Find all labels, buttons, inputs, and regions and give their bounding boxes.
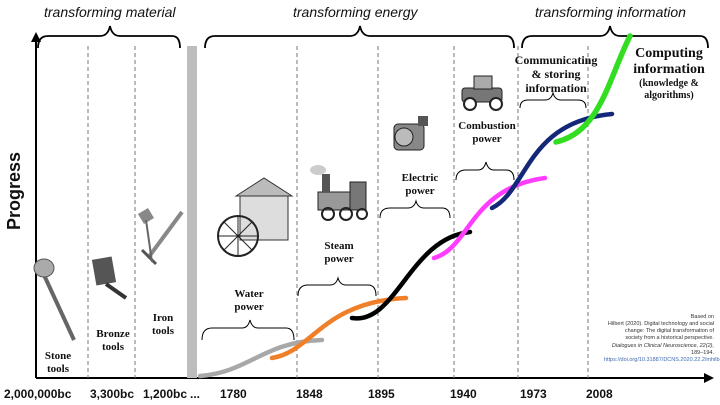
curve-water xyxy=(197,337,325,379)
era-label-iron: Iron tools xyxy=(146,312,180,337)
era-steam-line2: power xyxy=(324,252,354,265)
era-label-water: Water power xyxy=(226,288,272,313)
phase-label-information: transforming information xyxy=(535,4,686,20)
phase-braces xyxy=(37,25,709,49)
era-iron-line1: Iron xyxy=(152,312,174,324)
bronze-tool-icon xyxy=(91,256,128,300)
era-water-line1: Water xyxy=(234,288,264,300)
era-electric-line1: Electric xyxy=(401,172,439,184)
era-label-stone: Stone tools xyxy=(40,350,76,375)
vintage-car-icon xyxy=(461,75,503,111)
x-tick-label: 1848 xyxy=(296,387,323,401)
era-stone-line2: tools xyxy=(47,362,69,375)
x-tick-label: 2008 xyxy=(586,387,613,401)
era-separators xyxy=(87,46,589,378)
curve-computing xyxy=(553,33,633,145)
y-axis-arrow xyxy=(31,32,41,42)
era-communicating-line1: Communicating xyxy=(514,53,598,67)
era-communicating-line2: & storing xyxy=(531,66,581,81)
water-wheel-icon xyxy=(217,177,294,257)
curve-electric xyxy=(349,229,473,321)
era-combustion-line1: Combustion xyxy=(458,120,516,132)
electric-dynamo-icon xyxy=(393,116,428,151)
era-label-steam: Steam power xyxy=(316,240,362,265)
citation-line: society from a historical perspective. xyxy=(625,335,714,342)
era-bronze-line2: tools xyxy=(102,340,124,353)
curve-communicating xyxy=(489,111,615,211)
era-label-communicating: Communicating & storing information xyxy=(510,53,602,95)
phase-label-energy: transforming energy xyxy=(293,4,418,20)
progress-curves xyxy=(197,33,633,379)
citation-block: Based on Hilbert (2020). Digital technol… xyxy=(604,314,720,364)
brace-electric xyxy=(379,199,451,219)
era-combustion-line2: power xyxy=(472,132,502,145)
citation-journal: Dialogues in Clinical Neuroscience, 22(2… xyxy=(611,342,714,349)
brace-information xyxy=(521,25,709,49)
timeline-break xyxy=(187,46,197,378)
x-tick-label: 3,300bc xyxy=(90,387,135,401)
stone-axe-icon xyxy=(33,258,76,341)
era-braces xyxy=(201,91,587,341)
era-computing-sub1: (knowledge & xyxy=(639,78,699,90)
x-tick-label: 1973 xyxy=(520,387,547,401)
brace-water xyxy=(201,319,295,341)
citation-line: Hilbert (2020). Digital technology and s… xyxy=(607,321,714,328)
citation-link[interactable]: https://doi.org/10.31887/DCNS.2020.22.2/… xyxy=(604,356,720,363)
era-computing-line1: Computing xyxy=(635,46,703,61)
x-tick-label: 2,000,000bc xyxy=(4,387,72,401)
brace-communicating xyxy=(519,91,587,109)
y-axis-label: Progress xyxy=(4,151,24,230)
era-label-computing: Computing information (knowledge & algor… xyxy=(622,46,716,101)
brace-steam xyxy=(297,276,377,297)
citation-line: Based on xyxy=(690,314,714,320)
phase-label-material: transforming material xyxy=(44,4,176,20)
era-label-combustion: Combustion power xyxy=(454,120,520,145)
x-tick-label: ... xyxy=(190,387,201,401)
iron-sword-icon xyxy=(138,208,184,266)
era-iron-line2: tools xyxy=(152,324,174,337)
era-computing-sub2: algorithms) xyxy=(644,89,694,101)
era-computing-line2: information xyxy=(633,62,705,78)
x-tick-label: 1895 xyxy=(368,387,395,401)
x-tick-label: 1780 xyxy=(220,387,247,401)
era-bronze-line1: Bronze xyxy=(96,328,130,340)
citation-line: change: The digital transformation of xyxy=(624,328,714,335)
era-steam-line1: Steam xyxy=(324,240,354,252)
era-electric-line2: power xyxy=(405,184,435,197)
brace-combustion xyxy=(455,161,515,181)
citation-pages: 189–194. xyxy=(691,349,714,356)
brace-energy xyxy=(204,25,515,49)
era-stone-line1: Stone xyxy=(44,350,72,362)
era-communicating-line3: information xyxy=(525,80,587,95)
x-axis-arrow xyxy=(704,373,714,383)
curve-steam xyxy=(269,295,409,361)
brace-material xyxy=(37,25,181,49)
x-tick-label: 1940 xyxy=(450,387,477,401)
x-tick-label: 1,200bc xyxy=(143,387,188,401)
era-label-bronze: Bronze tools xyxy=(93,328,133,353)
era-water-line2: power xyxy=(234,300,264,313)
era-label-electric: Electric power xyxy=(394,172,446,197)
steam-locomotive-icon xyxy=(310,165,368,221)
curve-combustion xyxy=(431,175,548,261)
